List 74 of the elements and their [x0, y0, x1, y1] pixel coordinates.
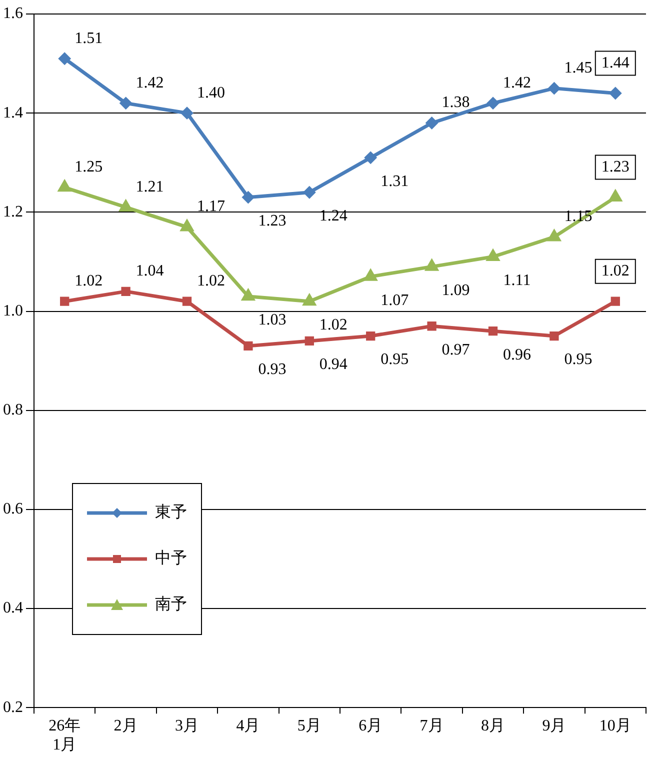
data-label: 1.04	[136, 262, 164, 280]
point	[488, 326, 498, 336]
y-tick-label: 0.2	[3, 698, 23, 716]
data-label: 1.02	[601, 262, 630, 280]
point	[426, 117, 438, 129]
point	[426, 260, 438, 271]
x-tick-label: 8月	[481, 717, 505, 734]
y-tick-label: 1.2	[3, 203, 23, 220]
point	[366, 331, 376, 341]
point	[121, 286, 130, 296]
point	[120, 200, 132, 212]
x-tick-label: 7月	[420, 717, 444, 734]
point	[58, 52, 70, 64]
data-label: 1.11	[503, 272, 531, 289]
x-tick-label: 4月	[236, 717, 260, 734]
data-label: 1.31	[380, 172, 409, 190]
data-label: 1.17	[197, 198, 225, 216]
point	[610, 296, 620, 306]
y-tick-label: 1.4	[3, 104, 23, 122]
legend-label: 東予	[155, 502, 187, 524]
data-label: 0.93	[258, 361, 286, 378]
x-tick-label: 5月	[297, 717, 322, 734]
data-label: 1.23	[258, 212, 286, 230]
point	[242, 192, 254, 204]
data-label: 0.94	[319, 356, 348, 374]
y-tick-label: 0.4	[3, 600, 23, 617]
x-tick-label: 26年 1月	[48, 717, 81, 754]
point	[304, 186, 316, 198]
x-tick-label: 6月	[358, 717, 383, 734]
x-tick-label: 9月	[542, 717, 566, 734]
x-tick-label: 3月	[175, 717, 199, 734]
point	[548, 230, 560, 242]
data-label: 0.96	[503, 346, 531, 364]
data-label: 1.23	[601, 158, 630, 176]
data-label: 1.21	[136, 178, 164, 196]
point	[244, 341, 253, 351]
data-label: 0.95	[380, 351, 409, 368]
data-label: 1.44	[601, 54, 630, 72]
y-tick-label: 0.6	[3, 500, 23, 518]
data-label: 1.51	[74, 30, 103, 47]
legend-label: 中予	[155, 548, 187, 570]
data-label: 0.97	[442, 341, 470, 358]
point	[548, 82, 560, 94]
point	[427, 322, 436, 331]
point	[304, 336, 314, 346]
data-label: 1.45	[564, 60, 592, 77]
data-label: 1.02	[197, 272, 225, 290]
point	[364, 152, 376, 164]
y-tick-label: 0.8	[3, 402, 23, 419]
data-label: 1.42	[503, 74, 531, 92]
point	[180, 220, 194, 232]
data-label: 0.95	[564, 351, 592, 368]
data-label: 1.02	[319, 316, 348, 334]
point	[120, 97, 132, 109]
data-label: 1.40	[197, 84, 225, 102]
point	[182, 296, 192, 306]
legend-label: 南予	[155, 594, 187, 616]
point	[60, 296, 70, 306]
data-label: 1.03	[258, 312, 286, 329]
data-label: 1.38	[442, 94, 470, 112]
point	[610, 88, 622, 100]
point	[550, 331, 559, 341]
data-label: 1.42	[136, 74, 164, 92]
data-label: 1.09	[442, 282, 470, 299]
y-tick-label: 1.6	[3, 5, 23, 22]
point	[487, 97, 499, 109]
data-label: 1.07	[380, 292, 409, 309]
x-tick-label: 10月	[599, 717, 632, 734]
point	[364, 270, 377, 281]
point	[181, 107, 193, 119]
data-label: 1.25	[74, 158, 103, 176]
x-tick-label: 2月	[114, 717, 138, 734]
data-label: 1.02	[74, 272, 103, 290]
y-tick-label: 1.0	[3, 302, 23, 320]
